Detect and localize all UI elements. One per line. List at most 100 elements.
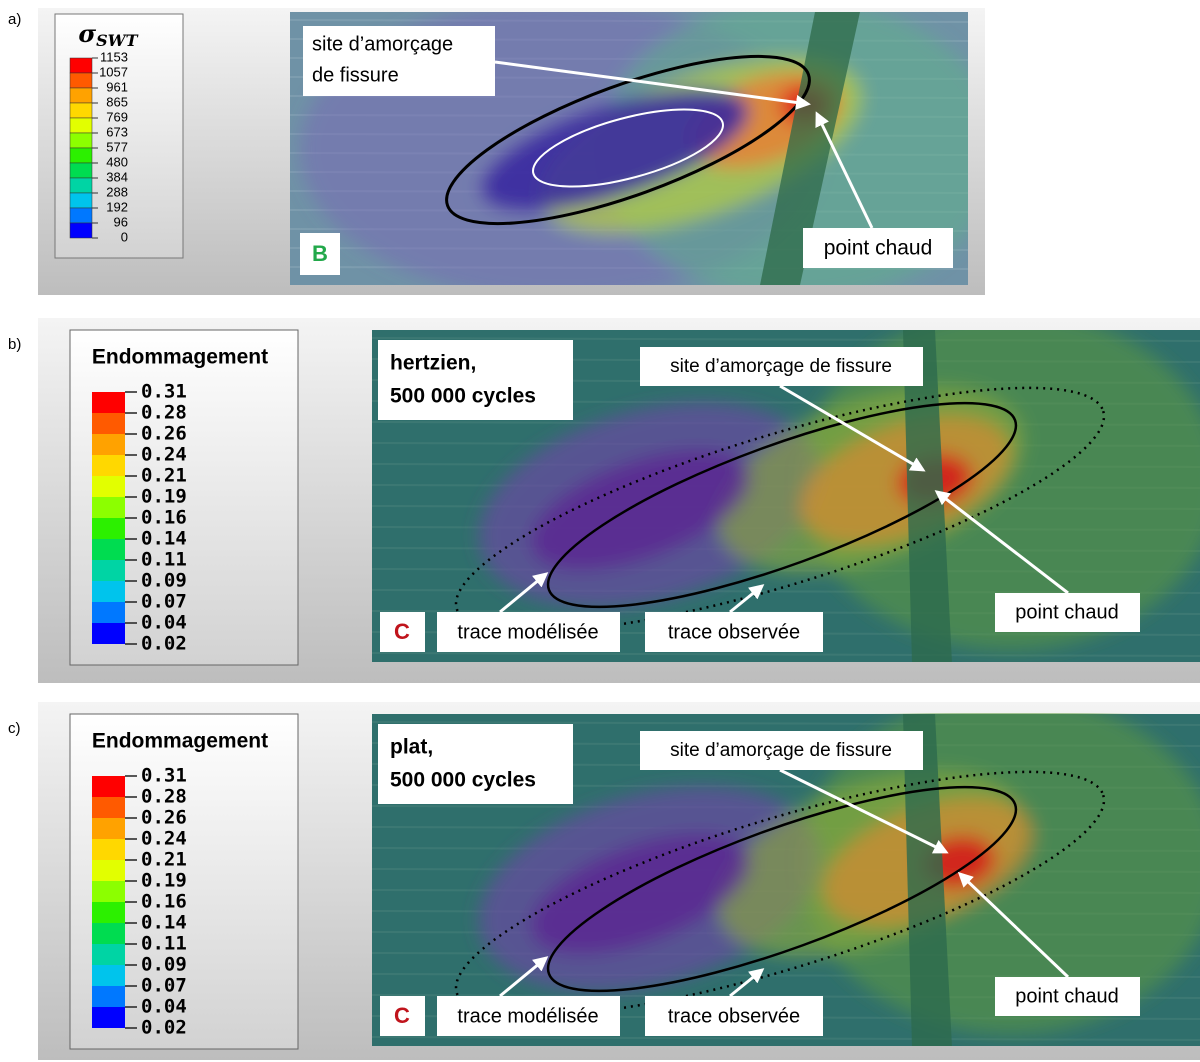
legend-swatch bbox=[92, 602, 125, 623]
arrow bbox=[957, 871, 1070, 979]
annotation-box bbox=[378, 724, 573, 804]
heat-zone bbox=[481, 89, 749, 211]
legend-value: 384 bbox=[106, 169, 128, 184]
legend-value: 0.19 bbox=[141, 486, 187, 508]
legend-value: 577 bbox=[106, 139, 128, 154]
legend-value: 0.28 bbox=[141, 402, 187, 424]
annotation: point chaud bbox=[1015, 601, 1118, 623]
crack bbox=[903, 714, 952, 1046]
legend-value: 0.24 bbox=[141, 828, 187, 850]
legend-swatch bbox=[92, 455, 125, 476]
legend-value: 0.16 bbox=[141, 507, 187, 529]
legend-swatch bbox=[92, 413, 125, 434]
legend-swatch bbox=[92, 986, 125, 1007]
legend-value: 0.26 bbox=[141, 807, 187, 829]
legend-swatch bbox=[69, 147, 93, 164]
panel-label: b) bbox=[8, 336, 21, 353]
legend-value: 0.04 bbox=[141, 612, 187, 634]
panel-label: c) bbox=[8, 720, 21, 737]
annotation-box bbox=[645, 996, 823, 1036]
legend-swatch bbox=[92, 902, 125, 923]
legend-value: 0 bbox=[121, 229, 128, 244]
zone-label: C bbox=[394, 1003, 410, 1028]
legend-swatch bbox=[69, 132, 93, 149]
legend-subscript: SWT bbox=[96, 31, 139, 50]
legend-value: 0.16 bbox=[141, 891, 187, 913]
legend-value: 0.04 bbox=[141, 996, 187, 1018]
legend-title: Endommagement bbox=[92, 730, 268, 753]
texture bbox=[372, 652, 1200, 657]
annotation: site d’amorçage de fissure bbox=[670, 356, 892, 377]
legend-value: 0.02 bbox=[141, 1017, 187, 1039]
annotation: trace modélisée bbox=[457, 1005, 598, 1027]
legend-swatch bbox=[92, 965, 125, 986]
annotation-box bbox=[437, 612, 620, 652]
legend-value: 0.24 bbox=[141, 444, 187, 466]
heat-zone bbox=[530, 450, 750, 570]
annotation-box bbox=[640, 731, 923, 770]
arrow bbox=[729, 968, 765, 998]
legend-value: 1153 bbox=[100, 49, 128, 64]
legend-title: Endommagement bbox=[92, 346, 268, 369]
annotation: point chaud bbox=[824, 237, 933, 260]
legend-swatch bbox=[92, 818, 125, 839]
legend-value: 0.09 bbox=[141, 570, 187, 592]
annotation-box bbox=[303, 26, 495, 96]
annotation-box bbox=[640, 347, 923, 386]
panel-label: a) bbox=[8, 11, 21, 28]
observed-trace bbox=[454, 386, 1106, 634]
legend-swatch bbox=[69, 117, 93, 134]
legend-value: 0.19 bbox=[141, 870, 187, 892]
annotation: de fissure bbox=[312, 64, 399, 86]
legend-swatch bbox=[69, 57, 93, 74]
legend-swatch bbox=[92, 539, 125, 560]
annotation-box bbox=[995, 977, 1140, 1016]
legend-swatch bbox=[92, 944, 125, 965]
legend-value: 769 bbox=[106, 109, 128, 124]
legend-value: 192 bbox=[106, 199, 128, 214]
annotation-box bbox=[803, 228, 953, 268]
legend-value: 0.21 bbox=[141, 465, 187, 487]
specimen-image bbox=[372, 330, 1200, 662]
legend-value: 0.07 bbox=[141, 591, 187, 613]
legend-swatch bbox=[92, 560, 125, 581]
legend-value: 961 bbox=[106, 79, 128, 94]
annotation: point chaud bbox=[1015, 985, 1118, 1007]
crack bbox=[903, 330, 952, 662]
arrow bbox=[499, 572, 549, 614]
arrow bbox=[815, 111, 874, 229]
legend-swatch bbox=[92, 476, 125, 497]
legend-swatch bbox=[69, 177, 93, 194]
legend-swatch bbox=[92, 839, 125, 860]
annotation-box bbox=[437, 996, 620, 1036]
annotation: plat, bbox=[390, 736, 433, 759]
zone-box bbox=[380, 996, 425, 1036]
legend-swatch bbox=[69, 222, 93, 239]
annotation: 500 000 cycles bbox=[390, 769, 536, 792]
legend-value: 0.14 bbox=[141, 912, 187, 934]
legend-value: 0.31 bbox=[141, 381, 187, 403]
annotation: hertzien, bbox=[390, 352, 476, 375]
texture bbox=[372, 1036, 1200, 1041]
zone-box bbox=[300, 233, 340, 275]
legend-value: 0.31 bbox=[141, 765, 187, 787]
annotation: site d’amorçage bbox=[312, 33, 453, 55]
legend-swatch bbox=[92, 623, 125, 644]
legend-value: 288 bbox=[106, 184, 128, 199]
legend-swatch bbox=[69, 192, 93, 209]
legend-symbol: σ bbox=[78, 19, 96, 48]
legend-swatch bbox=[92, 497, 125, 518]
annotation: trace modélisée bbox=[457, 621, 598, 643]
modeled-trace bbox=[546, 401, 1018, 609]
legend-value: 1057 bbox=[99, 64, 128, 79]
arrow bbox=[499, 956, 549, 998]
arrow bbox=[729, 584, 765, 614]
legend-swatch bbox=[92, 1007, 125, 1028]
crack bbox=[760, 12, 860, 285]
legend-value: 0.07 bbox=[141, 975, 187, 997]
legend-swatch bbox=[92, 860, 125, 881]
heat-zone bbox=[530, 834, 750, 954]
arrow bbox=[779, 384, 926, 472]
legend-swatch bbox=[92, 581, 125, 602]
